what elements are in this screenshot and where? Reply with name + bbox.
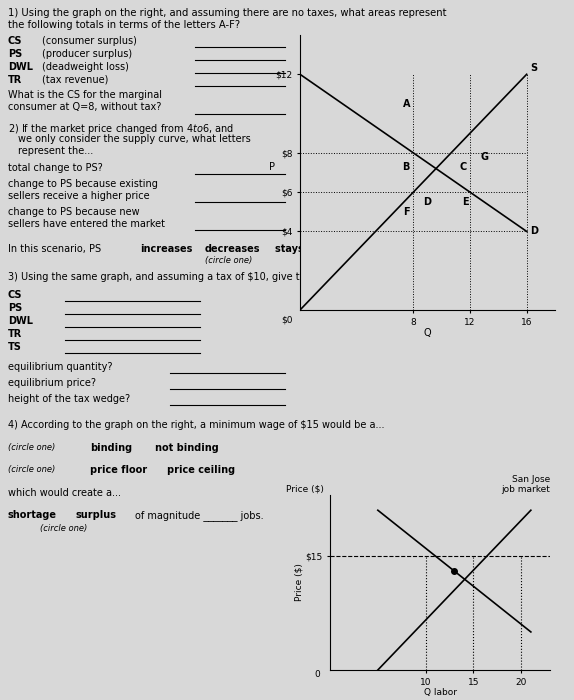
- Y-axis label: Price ($): Price ($): [294, 564, 304, 601]
- Text: What is the CS for the marginal: What is the CS for the marginal: [8, 90, 162, 100]
- Text: $0: $0: [281, 316, 293, 325]
- Text: Price ($): Price ($): [286, 484, 324, 494]
- Text: of magnitude _______ jobs.: of magnitude _______ jobs.: [135, 510, 263, 521]
- Text: S: S: [530, 64, 537, 74]
- Text: price floor: price floor: [90, 465, 147, 475]
- Text: increases: increases: [140, 244, 192, 254]
- X-axis label: Q: Q: [424, 328, 431, 338]
- Text: (producer surplus): (producer surplus): [42, 49, 132, 59]
- Text: DWL: DWL: [8, 316, 33, 326]
- X-axis label: Q labor: Q labor: [424, 688, 456, 697]
- Text: sellers have entered the market: sellers have entered the market: [8, 219, 165, 229]
- Text: D: D: [424, 197, 432, 207]
- Text: TR: TR: [8, 329, 22, 339]
- Text: PS: PS: [8, 49, 22, 59]
- Text: A: A: [402, 99, 410, 108]
- Text: TS: TS: [8, 342, 22, 352]
- Text: San Jose
job market: San Jose job market: [501, 475, 550, 494]
- Text: equilibrium quantity?: equilibrium quantity?: [8, 362, 113, 372]
- Text: change to PS because existing: change to PS because existing: [8, 179, 158, 189]
- Text: In this scenario, PS: In this scenario, PS: [8, 244, 101, 254]
- Text: binding: binding: [90, 443, 132, 453]
- Text: TR: TR: [8, 75, 22, 85]
- Text: 1) Using the graph on the right, and assuming there are no taxes, what areas rep: 1) Using the graph on the right, and ass…: [8, 8, 447, 18]
- Text: height of the tax wedge?: height of the tax wedge?: [8, 394, 130, 404]
- Text: overall: overall: [378, 244, 411, 254]
- Text: price ceiling: price ceiling: [167, 465, 235, 475]
- Text: CS: CS: [8, 290, 22, 300]
- Text: CS: CS: [8, 36, 22, 46]
- Text: change to PS because new: change to PS because new: [8, 207, 139, 217]
- Text: not binding: not binding: [155, 443, 219, 453]
- Text: 0: 0: [315, 670, 320, 679]
- Text: the following totals in terms of the letters A-F?: the following totals in terms of the let…: [8, 20, 240, 30]
- Text: represent the...: represent the...: [18, 146, 93, 156]
- Text: which would create a...: which would create a...: [8, 488, 121, 498]
- Text: B: B: [402, 162, 410, 172]
- Text: stays the same: stays the same: [275, 244, 358, 254]
- Text: (tax revenue): (tax revenue): [42, 75, 108, 85]
- Text: (consumer surplus): (consumer surplus): [42, 36, 137, 46]
- Text: (deadweight loss): (deadweight loss): [42, 62, 129, 72]
- Y-axis label: P: P: [269, 162, 276, 172]
- Text: 3) Using the same graph, and assuming a tax of $10, give the new total areas for: 3) Using the same graph, and assuming a …: [8, 272, 410, 282]
- Text: E: E: [463, 197, 469, 207]
- Text: 2) If the market price changed from $4 to $6, and: 2) If the market price changed from $4 t…: [8, 122, 234, 136]
- Text: PS: PS: [8, 303, 22, 313]
- Text: (circle one): (circle one): [205, 256, 252, 265]
- Text: F: F: [403, 206, 410, 217]
- Text: 4) According to the graph on the right, a minimum wage of $15 would be a...: 4) According to the graph on the right, …: [8, 420, 385, 430]
- Text: G: G: [480, 152, 488, 162]
- Text: surplus: surplus: [75, 510, 116, 520]
- Text: we only consider the supply curve, what letters: we only consider the supply curve, what …: [18, 134, 251, 144]
- Text: D: D: [530, 226, 538, 237]
- Text: shortage: shortage: [8, 510, 57, 520]
- Text: (circle one): (circle one): [40, 524, 87, 533]
- Text: equilibrium price?: equilibrium price?: [8, 378, 96, 388]
- Text: decreases: decreases: [205, 244, 261, 254]
- Text: (circle one): (circle one): [8, 443, 55, 452]
- Text: total change to PS?: total change to PS?: [8, 163, 103, 173]
- Text: consumer at Q=8, without tax?: consumer at Q=8, without tax?: [8, 102, 161, 112]
- Text: sellers receive a higher price: sellers receive a higher price: [8, 191, 150, 201]
- Text: C: C: [459, 162, 467, 172]
- Text: (circle one): (circle one): [8, 465, 55, 474]
- Text: DWL: DWL: [8, 62, 33, 72]
